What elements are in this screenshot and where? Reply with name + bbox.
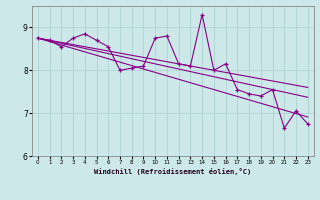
X-axis label: Windchill (Refroidissement éolien,°C): Windchill (Refroidissement éolien,°C) [94, 168, 252, 175]
